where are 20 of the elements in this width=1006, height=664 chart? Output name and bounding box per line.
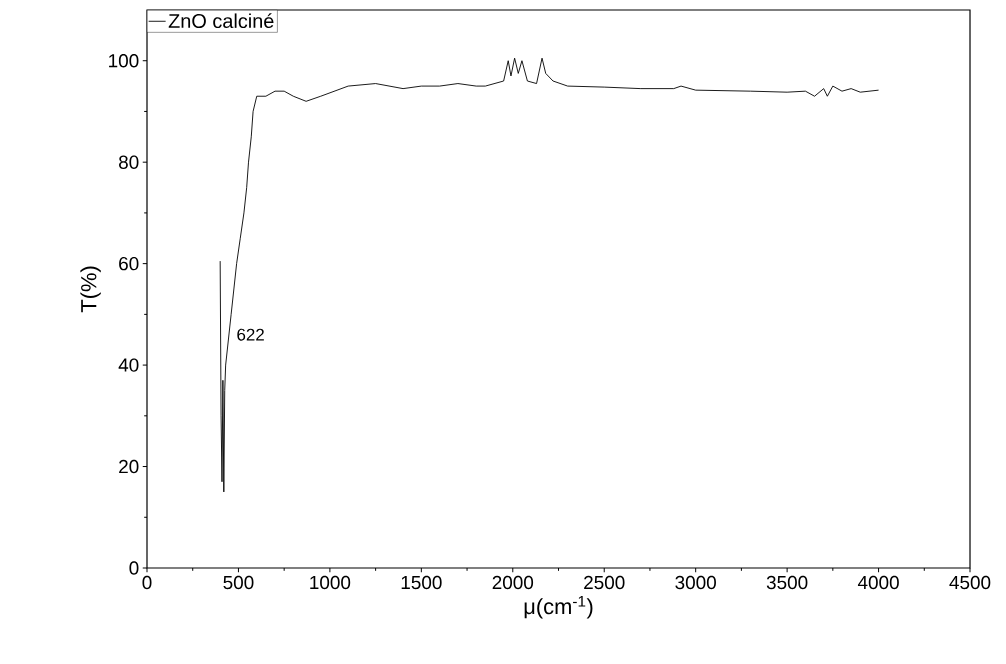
legend-label: ZnO calciné [168,13,274,29]
y-axis-title: T(%) [80,266,101,313]
annotation: 622 [237,328,264,341]
x-tick-label: 4000 [857,575,899,590]
x-tick-label: 500 [223,575,254,590]
y-tick-label: 60 [119,256,139,271]
y-tick-label: 40 [118,358,139,372]
x-tick-label: 4500 [949,575,991,590]
y-tick-label: 0 [129,561,139,575]
x-axis-title: μ(cm$^{-1}$) [524,596,593,619]
y-tick-label: 100 [109,54,139,68]
x-tick-label: 0 [142,575,152,590]
y-tick-label: 20 [119,459,139,474]
x-tick-label: 2000 [492,575,534,590]
x-tick-label: 1500 [401,575,442,590]
x-tick-label: 3000 [675,575,716,590]
y-tick-label: 80 [119,155,139,169]
x-tick-label: 1000 [310,575,351,590]
x-tick-label: 2500 [584,575,625,590]
x-tick-label: 3500 [766,575,808,590]
